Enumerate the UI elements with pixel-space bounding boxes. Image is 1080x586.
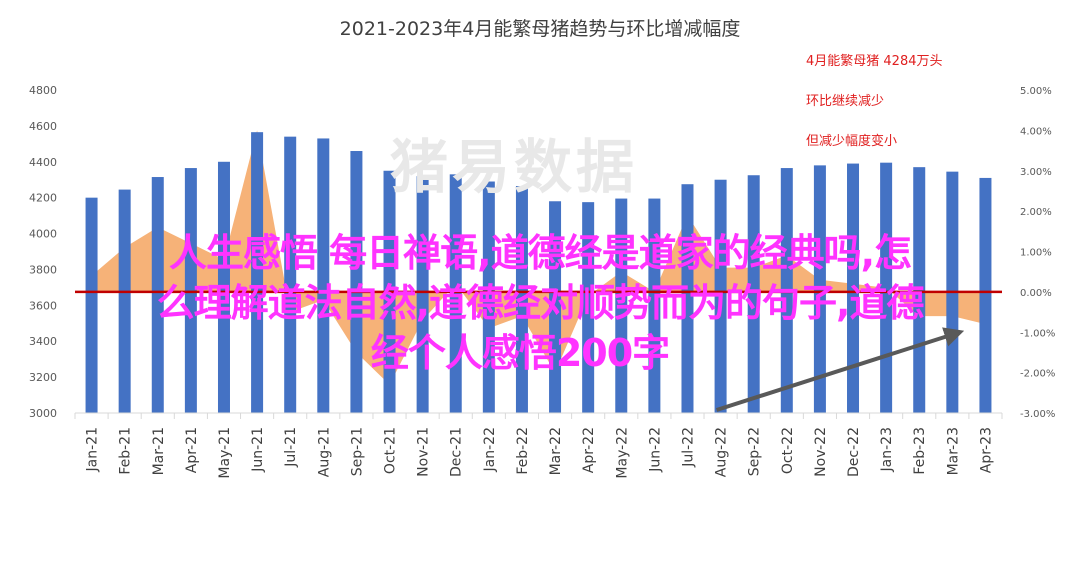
x-tick-label-jul-22: Jul-22 xyxy=(680,427,696,468)
bar-jan-21 xyxy=(85,197,98,413)
y-left-tick-label: 4000 xyxy=(29,228,57,241)
bar-nov-21 xyxy=(416,176,429,413)
bar-mar-22 xyxy=(549,201,562,413)
y-left-tick-label: 4800 xyxy=(29,84,57,97)
x-tick-label-aug-22: Aug-22 xyxy=(714,427,730,477)
annotation-inventory: 4月能繁母猪 4284万头 xyxy=(806,54,943,69)
y-right-tick-label: 3.00% xyxy=(1020,167,1052,178)
bar-aug-22 xyxy=(714,179,727,413)
bar-dec-21 xyxy=(449,174,462,413)
y-left-tick-label: 3400 xyxy=(29,335,57,348)
chart-title: 2021-2023年4月能繁母猪趋势与环比增减幅度 xyxy=(339,18,741,40)
x-tick-label-mar-21: Mar-21 xyxy=(151,427,167,475)
y-left-tick-label: 3200 xyxy=(29,371,57,384)
bar-may-22 xyxy=(615,198,628,413)
x-tick-label-may-22: May-22 xyxy=(614,427,630,479)
bar-aug-21 xyxy=(317,138,330,413)
bar-mar-21 xyxy=(151,177,164,413)
y-right-tick-label: -3.00% xyxy=(1020,409,1055,420)
x-tick-label-nov-22: Nov-22 xyxy=(813,427,829,477)
bar-jan-23 xyxy=(880,162,893,413)
x-tick-label-apr-22: Apr-22 xyxy=(581,427,597,473)
bar-jul-22 xyxy=(681,184,694,413)
bar-sep-22 xyxy=(747,175,760,413)
mom-change-area-series xyxy=(91,130,986,385)
bar-feb-23 xyxy=(913,167,926,413)
trend-arrow-line xyxy=(715,327,965,412)
annotation-smaller-decrease: 但减少幅度变小 xyxy=(806,134,898,149)
overlay-text-line-3: 经个人感悟200字 xyxy=(370,331,670,375)
bar-jun-21 xyxy=(251,132,264,414)
y-left-tick-label: 3800 xyxy=(29,263,57,276)
bar-oct-22 xyxy=(780,168,793,413)
y-right-tick-label: -1.00% xyxy=(1020,328,1055,339)
y-right-tick-label: 2.00% xyxy=(1020,207,1052,218)
y-left-tick-label: 4400 xyxy=(29,156,57,169)
mom-change-area xyxy=(91,130,986,385)
x-tick-label-may-21: May-21 xyxy=(217,427,233,479)
y-left-tick-label: 3000 xyxy=(29,407,57,420)
y-right-tick-label: 4.00% xyxy=(1020,126,1052,137)
x-tick-label-aug-21: Aug-21 xyxy=(316,427,332,477)
x-tick-label-feb-22: Feb-22 xyxy=(515,427,531,475)
x-tick-label-oct-22: Oct-22 xyxy=(780,427,796,474)
bar-jun-22 xyxy=(648,198,661,413)
overlay-text-line-1: 人生感悟 每日禅语,道德经是道家的经典吗,怎 xyxy=(168,231,912,275)
y-left-tick-label: 4600 xyxy=(29,120,57,133)
x-tick-label-jun-21: Jun-21 xyxy=(250,427,266,473)
x-tick-label-apr-23: Apr-23 xyxy=(978,427,994,473)
x-tick-label-jan-22: Jan-22 xyxy=(482,427,498,472)
axes: 3000 3200 3400 3600 3800 4000 4200 4400 4600 4800… xyxy=(29,84,1055,479)
x-tick-label-sep-21: Sep-21 xyxy=(349,427,365,476)
bar-apr-22 xyxy=(582,202,595,413)
x-tick-label-mar-23: Mar-23 xyxy=(945,427,961,475)
bar-apr-21 xyxy=(184,168,197,413)
trend-arrow xyxy=(715,327,965,412)
y-right-tick-label: 1.00% xyxy=(1020,248,1052,259)
x-tick-label-dec-22: Dec-22 xyxy=(846,427,862,477)
x-tick-label-jan-23: Jan-23 xyxy=(879,427,895,472)
x-tick-label-feb-21: Feb-21 xyxy=(118,427,134,475)
y-right-tick-label: 0.00% xyxy=(1020,288,1052,299)
bar-may-21 xyxy=(217,161,230,413)
x-tick-label-sep-22: Sep-22 xyxy=(747,427,763,476)
sow-inventory-bar-series xyxy=(85,132,992,414)
y-right-tick-label: -2.00% xyxy=(1020,369,1055,380)
x-tick-label-jan-21: Jan-21 xyxy=(85,427,101,472)
x-tick-label-apr-21: Apr-21 xyxy=(184,427,200,473)
bar-jan-22 xyxy=(482,181,495,413)
x-tick-label-jul-21: Jul-21 xyxy=(283,427,299,468)
bar-feb-21 xyxy=(118,189,131,413)
y-left-tick-label: 3600 xyxy=(29,299,57,312)
bar-sep-21 xyxy=(350,151,363,413)
y-left-tick-label: 4200 xyxy=(29,192,57,205)
bar-jul-21 xyxy=(284,136,297,413)
bar-nov-22 xyxy=(813,165,826,413)
bar-dec-22 xyxy=(847,163,860,413)
annotation-continue-decrease: 环比继续减少 xyxy=(806,94,885,109)
x-tick-label-jun-22: Jun-22 xyxy=(647,427,663,473)
x-tick-label-mar-22: Mar-22 xyxy=(548,427,564,475)
x-tick-label-nov-21: Nov-21 xyxy=(416,427,432,477)
y-right-tick-label: 5.00% xyxy=(1020,86,1052,97)
x-tick-label-oct-21: Oct-21 xyxy=(383,427,399,474)
x-tick-label-feb-23: Feb-23 xyxy=(912,427,928,475)
watermark: 猪易数据 xyxy=(390,133,639,201)
x-tick-label-dec-21: Dec-21 xyxy=(449,427,465,477)
bar-feb-22 xyxy=(515,186,528,413)
bar-apr-23 xyxy=(979,177,992,413)
overlay-text-line-2: 么理解道法自然,道德经对顺势而为的句子,道德 xyxy=(156,281,925,325)
